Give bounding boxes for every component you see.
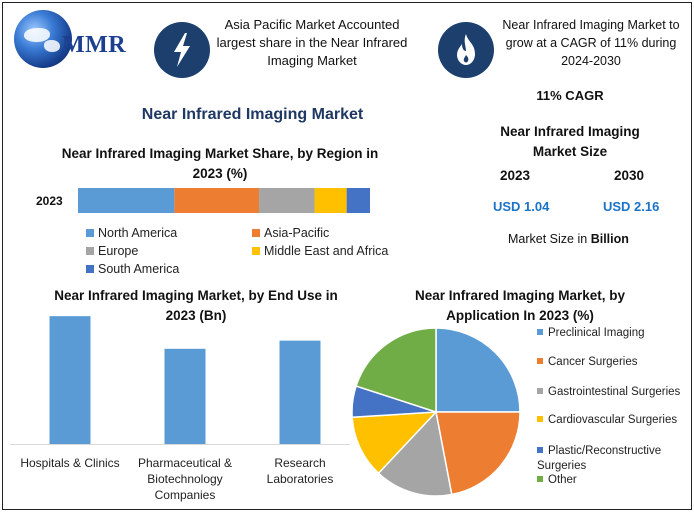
region-segment-europe: [259, 188, 315, 213]
header-fact-region: Asia Pacific Market Accounted largest sh…: [216, 17, 408, 68]
region-segment-south-america: [346, 188, 370, 213]
cagr-label: 11% CAGR: [536, 88, 604, 103]
application-pie-chart: [351, 327, 521, 497]
region-segment-north-america: [78, 188, 175, 213]
pie-slice-cancer-surgeries: [435, 411, 521, 496]
legend-swatch: [537, 416, 543, 422]
region-chart-year-label: 2023: [36, 194, 63, 208]
legend-swatch: [86, 247, 94, 255]
enduse-category-label-hospitals-clinics: Hospitals & Clinics: [20, 456, 120, 470]
legend-swatch: [252, 229, 260, 237]
pie-slice-gastrointestinal-surgeries: [377, 410, 453, 497]
legend-swatch: [537, 329, 543, 335]
legend-label: Plastic/Reconstructive Surgeries: [537, 445, 662, 472]
flame-icon: [438, 22, 494, 78]
enduse-bar-research-laboratories: [279, 340, 321, 444]
header-fact-cagr: Near Infrared Imaging Market to grow at …: [502, 18, 680, 68]
legend-label: Middle East and Africa: [264, 244, 389, 258]
region-legend-middle-east-and-africa: Middle East and Africa: [252, 244, 388, 258]
market-size-note-prefix: Market Size in: [508, 232, 588, 246]
application-legend-cardiovascular-surgeries: Cardiovascular Surgeries: [537, 413, 687, 428]
legend-swatch: [537, 358, 543, 364]
lightning-bolt-icon: [154, 22, 210, 78]
enduse-category-label-research-laboratories: Research Laboratories: [266, 456, 334, 486]
region-segment-middle-east-and-africa: [314, 188, 347, 213]
region-legend-north-america: North America: [86, 226, 177, 240]
enduse-bar-pharmaceutical-biotechnology-companies: [164, 348, 206, 444]
legend-label: Cardiovascular Surgeries: [548, 414, 678, 426]
region-legend-europe: Europe: [86, 244, 138, 258]
market-size-note: Market Size in Billion: [508, 232, 629, 246]
brand-logo-text: MMR: [62, 32, 127, 58]
legend-swatch: [537, 447, 543, 453]
market-size-title: Near Infrared Imaging Market Size: [500, 124, 640, 159]
legend-label: Gastrointestinal Surgeries: [548, 386, 681, 398]
application-legend-cancer-surgeries: Cancer Surgeries: [537, 355, 687, 370]
enduse-bar-chart: [10, 316, 350, 445]
legend-label: Preclinical Imaging: [548, 327, 645, 339]
pie-slice-other: [355, 327, 437, 414]
market-size-note-unit: Billion: [590, 232, 629, 246]
pie-slice-cardiovascular-surgeries: [351, 411, 438, 475]
legend-label: Asia-Pacific: [264, 226, 330, 240]
region-legend-asia-pacific: Asia-Pacific: [252, 226, 329, 240]
legend-swatch: [252, 247, 260, 255]
legend-swatch: [537, 476, 543, 482]
legend-label: North America: [98, 226, 178, 240]
enduse-chart-title: Near Infrared Imaging Market, by End Use…: [54, 288, 338, 323]
legend-swatch: [86, 229, 94, 237]
legend-swatch: [537, 388, 543, 394]
application-legend-preclinical-imaging: Preclinical Imaging: [537, 326, 687, 341]
region-segment-asia-pacific: [174, 188, 260, 213]
application-legend-gastrointestinal-surgeries: Gastrointestinal Surgeries: [537, 385, 687, 400]
market-size-year-2023: 2023: [500, 168, 531, 183]
legend-swatch: [86, 265, 94, 273]
market-size-value-2030: USD 2.16: [603, 199, 660, 214]
region-chart-title: Near Infrared Imaging Market Share, by R…: [61, 146, 379, 181]
region-stacked-bar: [78, 188, 370, 213]
pie-slice-preclinical-imaging: [435, 327, 521, 413]
legend-label: South America: [98, 262, 180, 276]
enduse-category-label-pharmaceutical-biotechnology-companies: Pharmaceutical & Biotechnology Companies: [137, 456, 233, 502]
market-size-year-2030: 2030: [614, 168, 645, 183]
legend-label: Other: [548, 474, 577, 486]
market-size-value-2023: USD 1.04: [493, 199, 550, 214]
application-legend-other: Other: [537, 473, 687, 488]
legend-label: Cancer Surgeries: [548, 356, 638, 368]
legend-label: Europe: [98, 244, 139, 258]
globe-logo-icon: [14, 10, 72, 68]
enduse-bar-hospitals-clinics: [49, 316, 91, 444]
application-chart-title: Near Infrared Imaging Market, by Applica…: [414, 288, 626, 323]
application-legend-plastic-reconstructive-surgeries: Plastic/Reconstructive Surgeries: [537, 444, 687, 474]
main-title: Near Infrared Imaging Market: [141, 106, 364, 123]
region-legend-south-america: South America: [86, 262, 179, 276]
